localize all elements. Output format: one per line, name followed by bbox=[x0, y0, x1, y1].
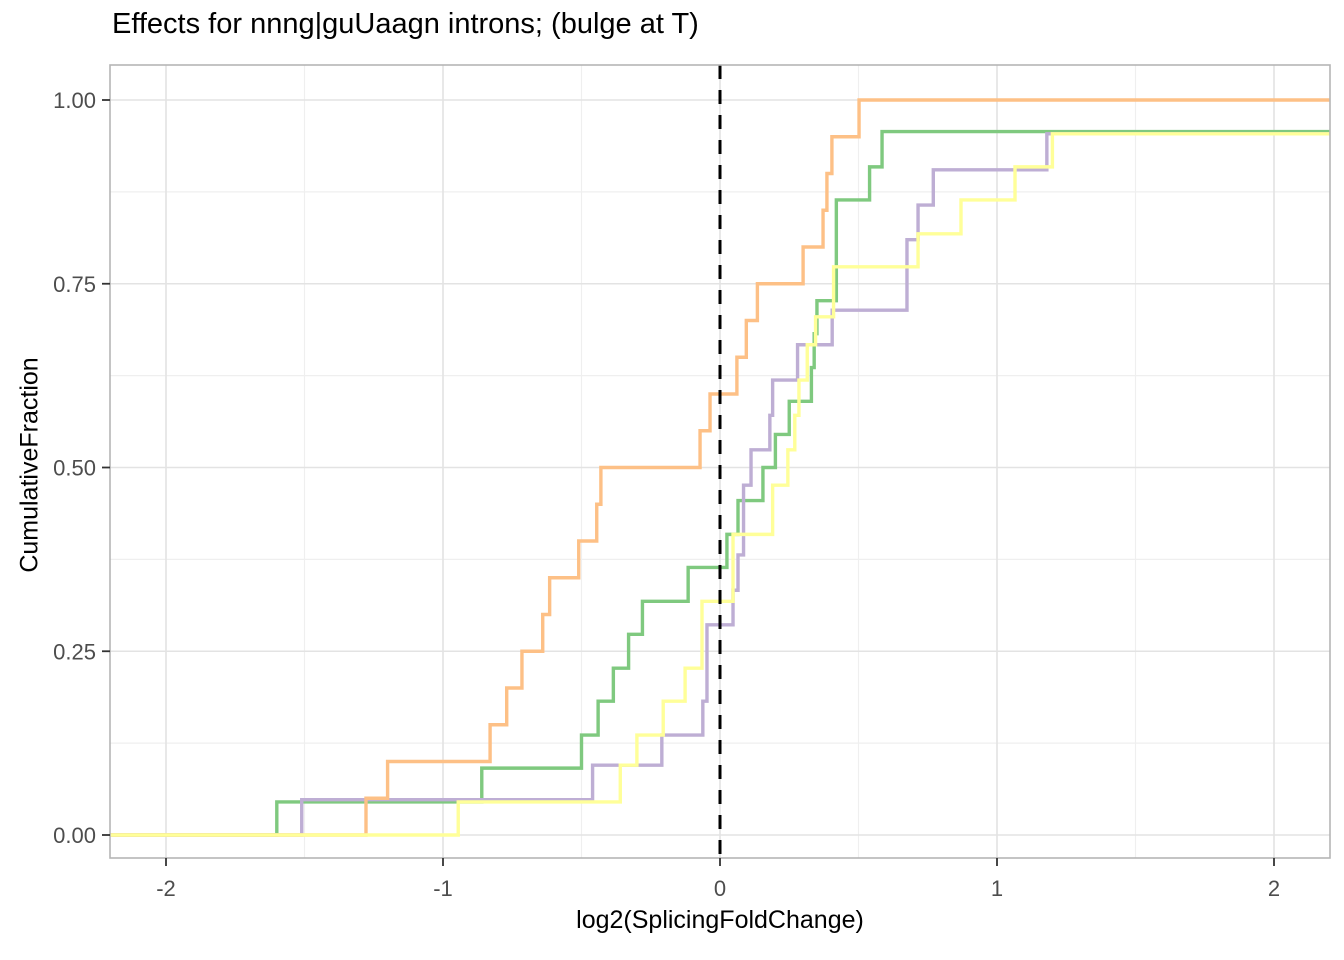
ecdf-curve-yellow bbox=[110, 132, 1330, 837]
y-tick-label: 0.75 bbox=[53, 272, 96, 297]
x-axis-title: log2(SplicingFoldChange) bbox=[576, 906, 864, 934]
ecdf-curve-orange bbox=[110, 98, 1330, 837]
y-tick-label: 0.00 bbox=[53, 823, 96, 848]
x-tick-label: -1 bbox=[433, 876, 453, 901]
chart-title: Effects for nnng|guUaagn introns; (bulge… bbox=[112, 8, 699, 40]
x-tick-label: -2 bbox=[156, 876, 176, 901]
x-tick-label: 2 bbox=[1268, 876, 1280, 901]
ecdf-curve-green bbox=[110, 129, 1330, 837]
x-tick-label: 0 bbox=[714, 876, 726, 901]
y-tick-label: 0.25 bbox=[53, 639, 96, 664]
y-tick-label: 0.50 bbox=[53, 456, 96, 481]
y-tick-label: 1.00 bbox=[53, 88, 96, 113]
x-tick-label: 1 bbox=[991, 876, 1003, 901]
y-axis-title: CumulativeFraction bbox=[15, 357, 44, 573]
